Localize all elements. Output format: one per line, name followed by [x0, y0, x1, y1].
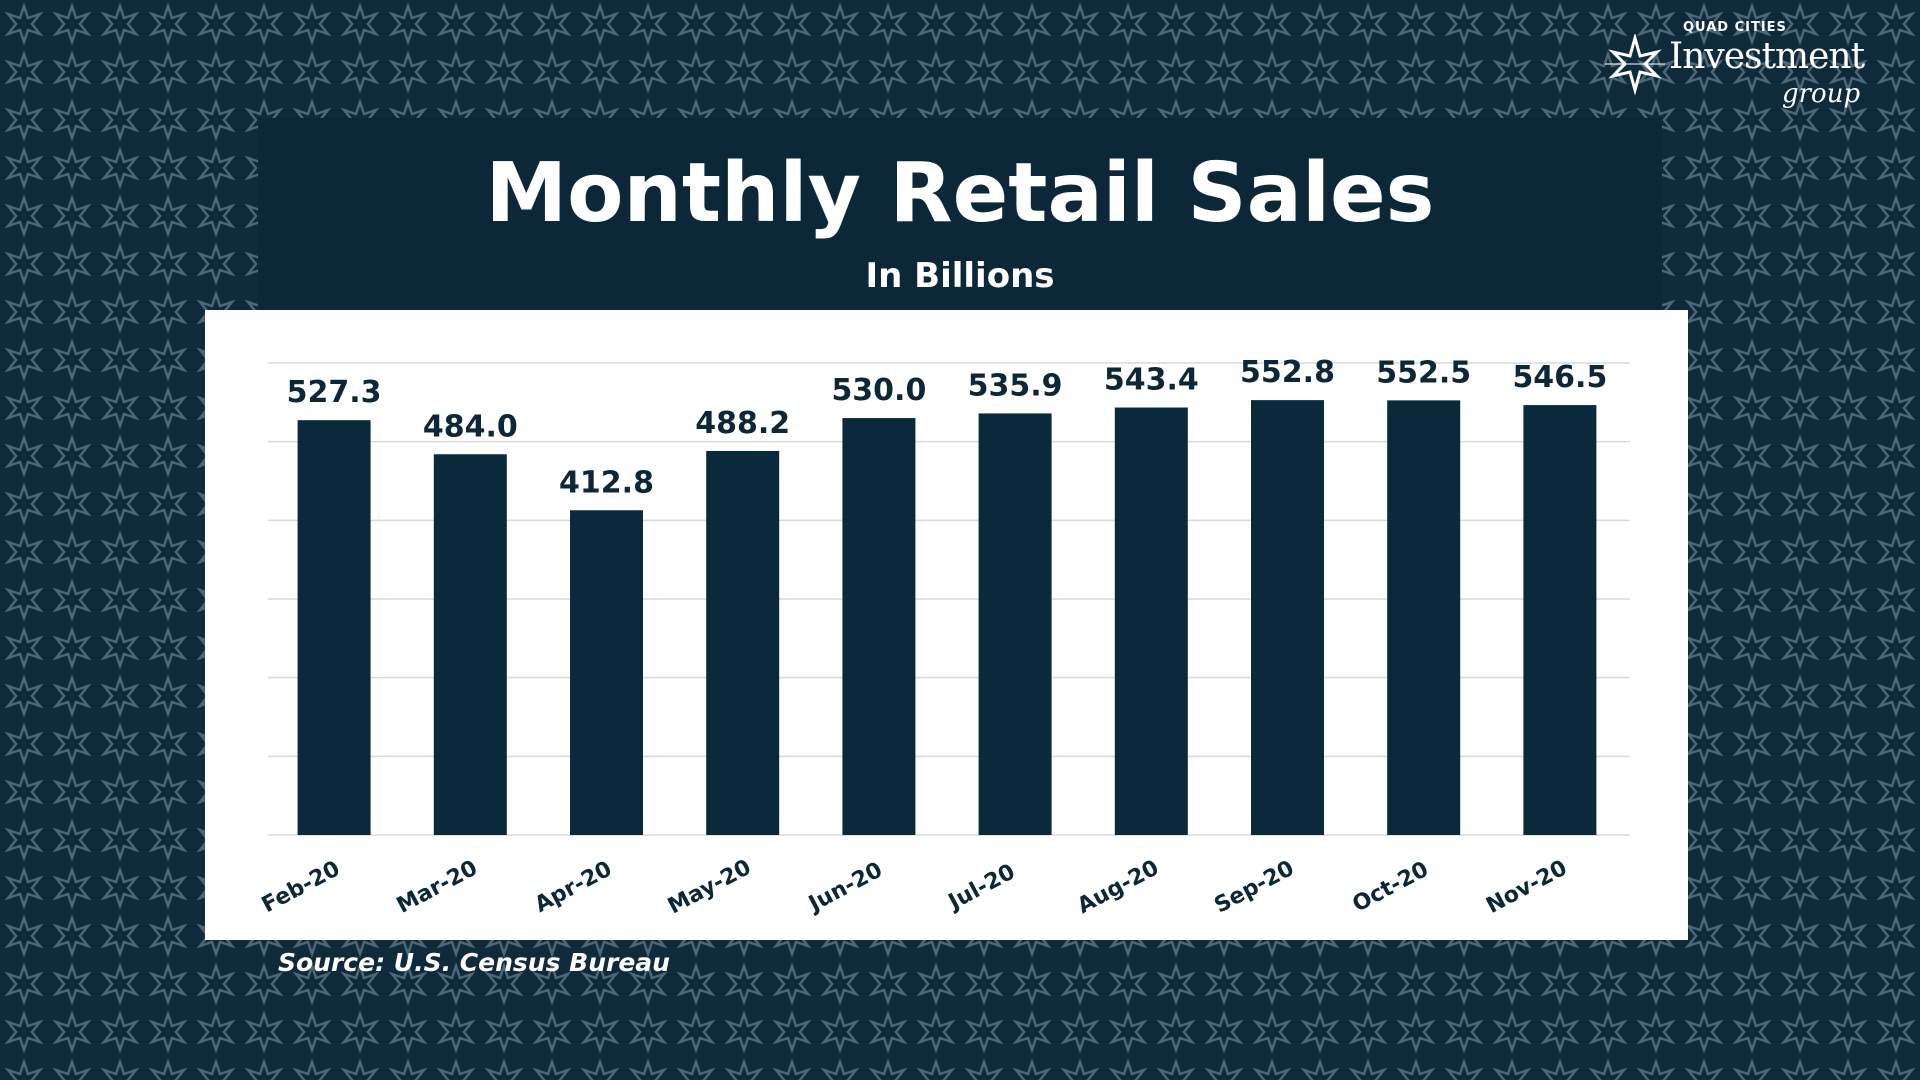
star-logo-icon — [1605, 34, 1665, 96]
data-label: 552.5 — [1376, 355, 1471, 390]
bar-may-20 — [706, 450, 780, 835]
data-label: 552.8 — [1240, 355, 1335, 390]
logo-quad-cities: QUAD CITIES — [1683, 20, 1787, 35]
logo-group: group — [1781, 79, 1861, 109]
x-tick-label: Aug-20 — [1073, 856, 1163, 919]
data-label: 530.0 — [831, 373, 926, 408]
chart-title: Monthly Retail Sales — [485, 146, 1435, 241]
data-label: 484.0 — [423, 409, 518, 444]
quad-cities-investment-group-logo: QUAD CITIES Investment group — [1605, 20, 1910, 116]
x-tick-label: Jul-20 — [943, 860, 1019, 916]
x-tick-label: Feb-20 — [258, 856, 344, 918]
bar-apr-20 — [570, 510, 643, 835]
data-label: 535.9 — [968, 368, 1063, 403]
chart-panel: 527.3 Feb-20 484.0 Mar-20 412.8 Apr-20 488.2 Ma… — [205, 310, 1688, 940]
bar-jul-20 — [978, 413, 1052, 835]
x-tick-label: Jun-20 — [803, 858, 886, 918]
source-note: Source: U.S. Census Bureau — [278, 948, 670, 977]
x-tick-label: Apr-20 — [531, 857, 616, 918]
bar-aug-20 — [1114, 407, 1188, 835]
bar-sep-20 — [1251, 400, 1324, 835]
logo-investment: Investment — [1669, 36, 1865, 77]
bar-nov-20 — [1523, 405, 1597, 835]
data-label: 488.2 — [695, 406, 790, 441]
x-tick-label: Sep-20 — [1210, 856, 1298, 919]
x-tick-label: Nov-20 — [1482, 856, 1571, 919]
bar-mar-20 — [433, 454, 507, 835]
data-label: 527.3 — [287, 375, 382, 410]
bar-jun-20 — [842, 418, 916, 835]
x-tick-label: May-20 — [664, 855, 755, 919]
data-label: 543.4 — [1104, 363, 1199, 398]
title-band: Monthly Retail Sales In Billions — [258, 118, 1662, 314]
data-label: 412.8 — [559, 465, 654, 500]
bar-feb-20 — [297, 420, 371, 835]
x-tick-label: Oct-20 — [1349, 857, 1433, 918]
bar-chart: 527.3 Feb-20 484.0 Mar-20 412.8 Apr-20 488.2 Ma… — [258, 355, 1630, 919]
chart-subtitle: In Billions — [865, 256, 1055, 296]
data-label: 546.5 — [1512, 360, 1607, 395]
bar-oct-20 — [1387, 400, 1461, 835]
x-tick-label: Mar-20 — [393, 856, 482, 919]
